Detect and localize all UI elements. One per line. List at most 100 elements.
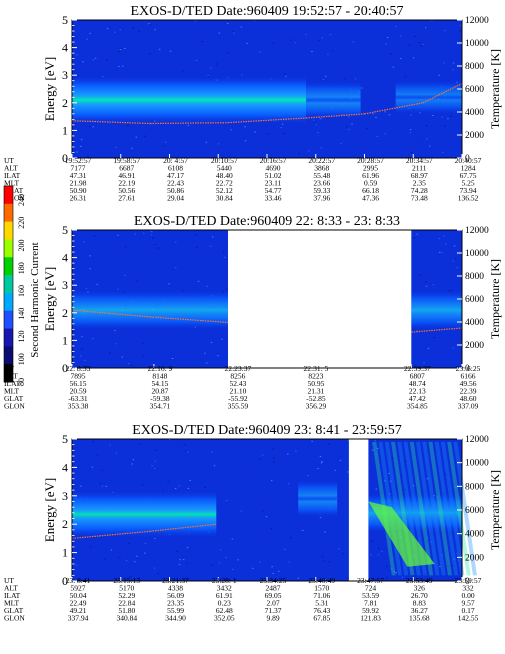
y2-tick-label: 8000: [465, 272, 484, 282]
table-cell: 22.84: [118, 599, 135, 608]
table-cell: 36.27: [411, 606, 428, 615]
table-cell: 61.91: [216, 591, 233, 600]
y-tick-label: 3: [62, 278, 68, 292]
table-cell: 22:31: 5: [304, 364, 329, 373]
colorbar-tick-label: 180: [17, 262, 26, 274]
table-cell: 354.85: [407, 402, 428, 411]
colorbar-segment: [4, 239, 13, 258]
y-axis-label: Energy [eV]: [42, 267, 57, 331]
table-row-label: GLAT: [4, 186, 24, 195]
intensity-band: [411, 289, 462, 331]
table-cell: 6166: [461, 372, 476, 381]
y-tick-label: 5: [62, 13, 68, 27]
table-cell: 23:21:37: [162, 576, 189, 585]
table-cell: 22.43: [167, 179, 184, 188]
table-cell: 47.36: [362, 194, 379, 203]
table-cell: 74.28: [411, 186, 428, 195]
table-cell: 0.00: [461, 591, 474, 600]
table-cell: 69.05: [265, 591, 282, 600]
y2-tick-label: 12000: [465, 16, 489, 26]
y2-axis-label: Temperature [K]: [488, 259, 502, 339]
table-cell: 7.81: [364, 599, 377, 608]
table-cell: 62.48: [216, 606, 233, 615]
table-cell: 47.31: [70, 171, 87, 180]
table-cell: 52.29: [118, 591, 135, 600]
temperature-trace: [71, 309, 151, 318]
y2-tick-label: 4000: [465, 318, 484, 328]
intensity-band: [306, 80, 361, 120]
table-cell: 61.96: [362, 171, 379, 180]
table-cell: 73.94: [460, 186, 477, 195]
auroral-streaks: [368, 441, 477, 576]
colorbar-tick-label: 80: [17, 378, 26, 386]
table-cell: 0.23: [218, 599, 231, 608]
table-cell: 26.31: [70, 194, 87, 203]
colorbar-tick-label: 200: [17, 240, 26, 252]
y2-tick-label: 2000: [465, 341, 484, 351]
table-cell: 51.02: [265, 171, 282, 180]
colorbar: 240 220 200 180 160 140 120 100 80 Second Harmoni…: [3, 185, 41, 386]
table-cell: 332: [462, 584, 474, 593]
table-cell: -59.38: [150, 394, 170, 403]
table-cell: 20:40:57: [455, 156, 482, 165]
table-cell: 53.59: [362, 591, 379, 600]
panel-title: EXOS-D/TED Date:960409 22: 8:33 - 23: 8:…: [134, 214, 400, 229]
panel-2: EXOS-D/TED Date:960409 22: 8:33 - 23: 8:…: [4, 214, 502, 411]
table-cell: 23:59:57: [455, 576, 482, 585]
table-cell: 6807: [410, 372, 425, 381]
table-cell: 2995: [363, 164, 378, 173]
table-cell: 23:15:13: [113, 576, 140, 585]
table-cell: 59.92: [362, 606, 379, 615]
y2-tick-label: 6000: [465, 295, 484, 305]
colorbar-segment: [4, 221, 13, 240]
table-cell: 142.55: [458, 614, 479, 623]
table-cell: 23:28: 1: [212, 576, 237, 585]
table-cell: 21.10: [229, 387, 246, 396]
colorbar-segment: [4, 275, 13, 294]
table-row-label: MLT: [4, 599, 20, 608]
table-cell: 20.87: [151, 387, 168, 396]
table-cell: 20:28:57: [357, 156, 384, 165]
table-cell: 23.35: [167, 599, 184, 608]
table-cell: 3432: [217, 584, 232, 593]
table-cell: 22:59:37: [404, 364, 431, 373]
table-row-label: GLON: [4, 194, 25, 203]
colorbar-segment: [4, 257, 13, 276]
table-cell: 67.75: [460, 171, 477, 180]
table-cell: 51.80: [118, 606, 135, 615]
table-cell: 337.09: [458, 402, 479, 411]
table-cell: 9.57: [461, 599, 474, 608]
temperature-trace: [411, 327, 463, 333]
y-tick-label: 2: [62, 517, 68, 531]
table-cell: 5440: [217, 164, 232, 173]
y2-tick-label: 12000: [465, 435, 489, 445]
table-row-label: ILAT: [4, 171, 21, 180]
intensity-band: [72, 75, 306, 125]
y-tick-label: 5: [62, 223, 68, 237]
table-cell: 0.17: [461, 606, 474, 615]
table-cell: 55.48: [313, 171, 330, 180]
y-tick-label: 0: [62, 574, 68, 588]
y-tick-label: 5: [62, 432, 68, 446]
y-tick-label: 4: [62, 460, 68, 474]
table-cell: 356.29: [306, 402, 327, 411]
table-cell: 21.98: [70, 179, 87, 188]
table-cell: 19:58:57: [113, 156, 140, 165]
table-cell: 19:52:57: [65, 156, 92, 165]
table-cell: 23:53:49: [406, 576, 433, 585]
y2-tick-label: 8000: [465, 482, 484, 492]
temperature-trace: [71, 530, 151, 539]
table-row-label: MLT: [4, 179, 20, 188]
table-cell: 33.46: [265, 194, 282, 203]
table-cell: 7895: [71, 372, 86, 381]
data-gap: [348, 439, 369, 581]
table-cell: -52.85: [306, 394, 326, 403]
table-cell: 20.59: [70, 387, 87, 396]
table-cell: 344.90: [165, 614, 186, 623]
table-cell: 8223: [308, 372, 323, 381]
table-cell: 121.83: [360, 614, 381, 623]
table-cell: 1284: [461, 164, 476, 173]
table-cell: 20:16:57: [260, 156, 287, 165]
